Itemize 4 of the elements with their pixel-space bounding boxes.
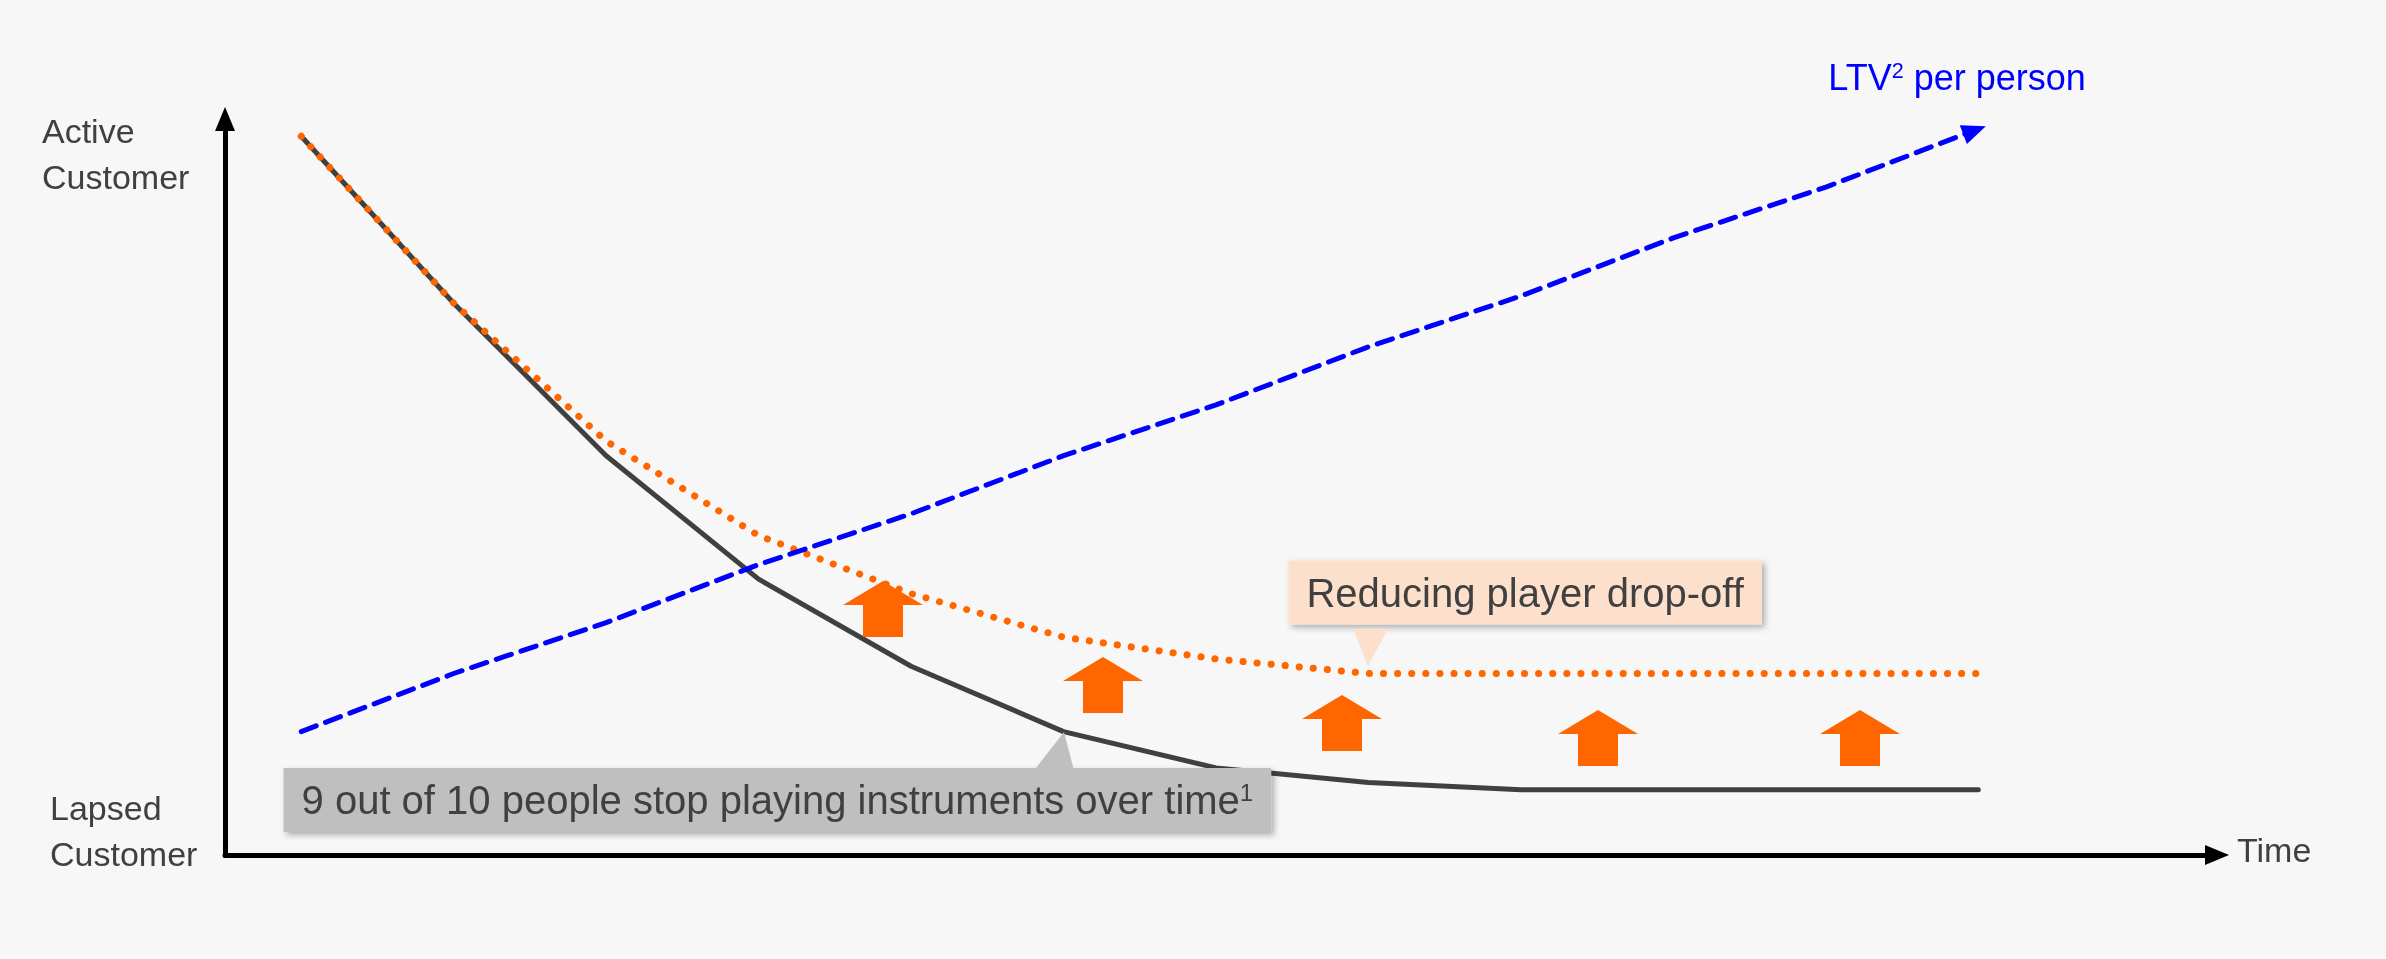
text: Lapsed Customer [50, 789, 198, 873]
y-axis-title: Active Customer [42, 112, 190, 196]
x-axis-title: Time [2237, 831, 2312, 869]
annotation: Reducing player drop-off [1306, 570, 1745, 615]
